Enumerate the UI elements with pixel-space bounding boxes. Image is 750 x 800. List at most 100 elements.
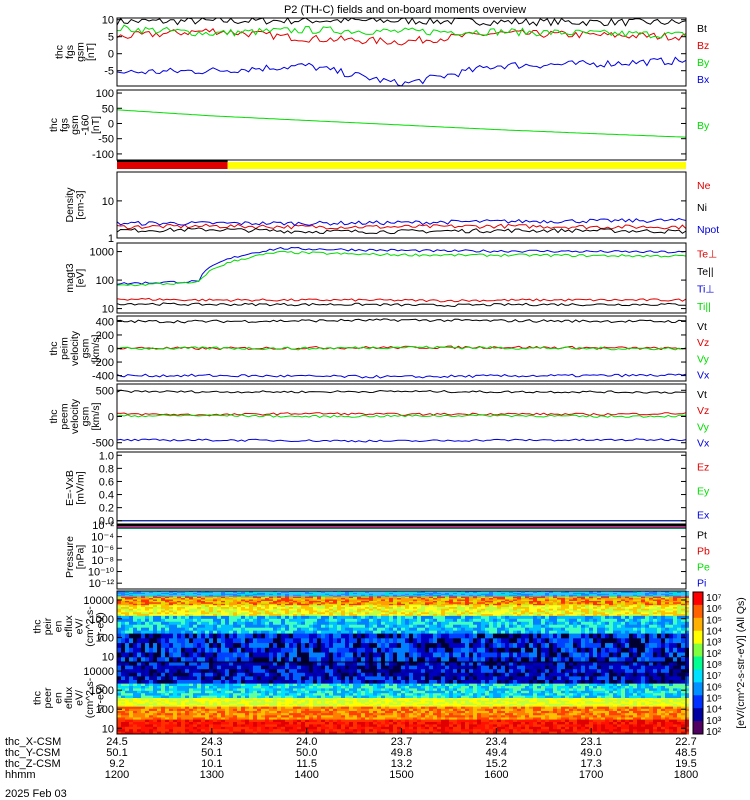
spectrogram-cell <box>461 595 465 598</box>
spectrogram-cell <box>249 603 253 606</box>
spectrogram-cell <box>533 593 537 596</box>
spectrogram-cell <box>241 599 245 602</box>
spectrogram-cell <box>197 592 201 595</box>
spectrogram-cell <box>157 603 161 606</box>
spectrogram-cell <box>569 630 573 635</box>
spectrogram-cell <box>337 599 341 602</box>
spectrogram-cell <box>421 633 425 639</box>
spectrogram-cell <box>589 630 593 635</box>
spectrogram-cell <box>209 627 213 632</box>
spectrogram-cell <box>385 676 389 681</box>
spectrogram-cell <box>649 633 653 639</box>
spectrogram-cell <box>265 591 269 593</box>
legend-vt: Vt <box>697 321 707 333</box>
spectrogram-cell <box>361 638 365 644</box>
spectrogram-cell <box>317 643 321 649</box>
spectrogram-cell <box>165 602 169 605</box>
spectrogram-cell <box>293 652 297 658</box>
spectrogram-cell <box>329 606 333 610</box>
spectrogram-cell <box>333 633 337 639</box>
spectrogram-cell <box>477 608 481 612</box>
spectrogram-cell <box>413 610 417 613</box>
y-tick-label: 1.0 <box>99 450 114 462</box>
spectrogram-cell <box>393 680 397 685</box>
spectrogram-band-3 <box>117 615 689 635</box>
spectrogram-cell <box>585 643 589 649</box>
spectrogram-cell <box>149 606 153 610</box>
spectrogram-cell <box>289 643 293 649</box>
spectrogram-cell <box>297 594 301 597</box>
spectrogram-cell <box>301 676 305 681</box>
spectrogram-cell <box>541 638 545 644</box>
spectrogram-cell <box>665 595 669 598</box>
spectrogram-cell <box>153 627 157 632</box>
spectrogram-cell <box>629 595 633 598</box>
spectrogram-cell <box>537 606 541 610</box>
spectrogram-cell <box>293 596 297 599</box>
spectrogram-cell <box>573 638 577 644</box>
spectrogram-cell <box>381 672 385 677</box>
spectrogram-cell <box>509 614 513 617</box>
spectrogram-cell <box>385 638 389 644</box>
spectrogram-cell <box>385 647 389 654</box>
spectrogram-cell <box>437 603 441 606</box>
spectrogram-cell <box>677 615 681 620</box>
spectrogram-cell <box>317 652 321 658</box>
spectrogram-cell <box>141 591 145 594</box>
spectrogram-cell <box>525 603 529 606</box>
y-label-line: (cm^2-s- <box>84 606 96 647</box>
spectrogram-cell <box>305 591 309 593</box>
spectrogram-cell <box>173 596 177 599</box>
spectrogram-cell <box>617 593 621 596</box>
spectrogram-cell <box>129 606 133 610</box>
spectrogram-cell <box>301 610 305 613</box>
spectrogram-cell <box>541 599 545 602</box>
spectrogram-cell <box>281 599 285 602</box>
spectrogram-cell <box>565 610 569 613</box>
spectrogram-cell <box>337 591 341 593</box>
spectrogram-cell <box>493 593 497 596</box>
spectrogram-cell <box>577 603 581 606</box>
spectrogram-cell <box>185 621 189 626</box>
spectrogram-cell <box>393 665 397 670</box>
spectrogram-cell <box>317 615 321 620</box>
spectrogram-cell <box>133 647 137 654</box>
spectrogram-cell <box>385 669 389 674</box>
series-line-te <box>116 302 686 308</box>
spectrogram-cell <box>349 594 353 597</box>
spectrogram-cell <box>585 633 589 639</box>
spectrogram-cell <box>209 662 213 667</box>
spectrogram-cell <box>217 598 221 601</box>
spectrogram-cell <box>157 593 161 596</box>
spectrogram-cell <box>465 591 469 593</box>
spectrogram-cell <box>565 615 569 620</box>
spectrogram-cell <box>361 672 365 677</box>
spectrogram-cell <box>241 665 245 670</box>
spectrogram-cell <box>229 621 233 626</box>
spectrogram-cell <box>409 618 413 623</box>
spectrogram-cell <box>641 605 645 608</box>
spectrogram-cell <box>513 591 517 593</box>
spectrogram-cell <box>361 591 365 594</box>
spectrogram-cell <box>453 630 457 635</box>
spectrogram-cell <box>409 602 413 605</box>
spectrogram-cell <box>117 643 121 649</box>
spectrogram-cell <box>389 624 393 629</box>
spectrogram-cell <box>181 605 185 608</box>
spectrogram-cell <box>117 594 121 597</box>
spectrogram-cell <box>397 633 401 639</box>
spectrogram-cell <box>541 657 545 663</box>
spectrogram-cell <box>673 600 677 603</box>
spectrogram-cell <box>145 662 149 667</box>
spectrogram-cell <box>629 602 633 605</box>
spectrogram-cell <box>445 621 449 626</box>
spectrogram-cell <box>337 600 341 603</box>
spectrogram-cell <box>289 595 293 598</box>
spectrogram-cell <box>641 593 645 596</box>
spectrogram-cell <box>189 652 193 658</box>
spectrogram-cell <box>409 647 413 654</box>
spectrogram-cell <box>309 676 313 681</box>
spectrogram-cell <box>317 606 321 610</box>
spectrogram-cell <box>461 627 465 632</box>
spectrogram-cell <box>497 594 501 597</box>
